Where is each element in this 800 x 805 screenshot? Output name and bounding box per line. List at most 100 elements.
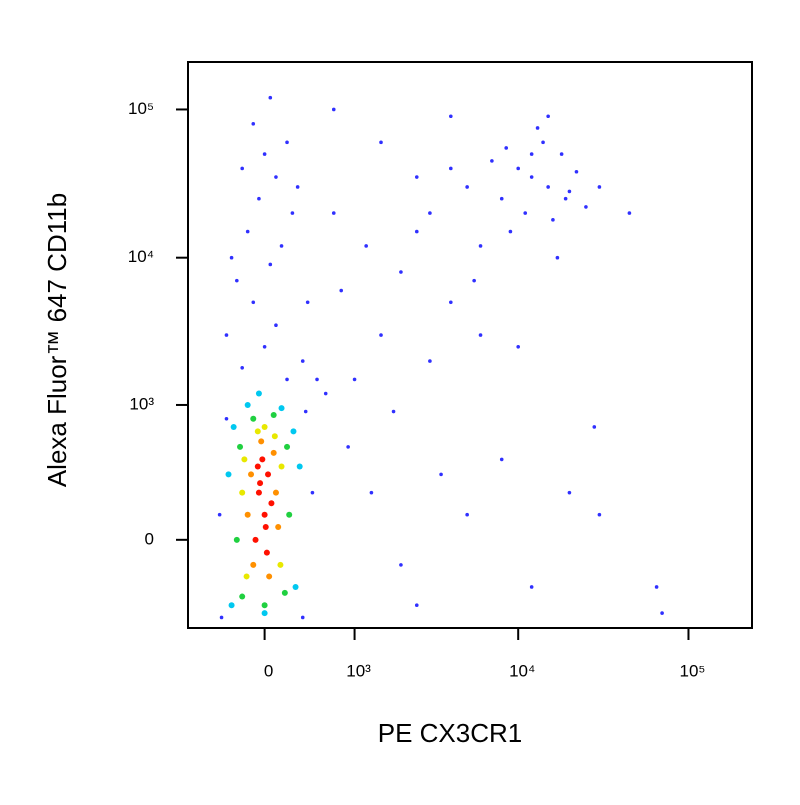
cell-event <box>261 610 268 617</box>
cell-event <box>563 196 568 201</box>
cell-event <box>248 471 255 478</box>
cell-event <box>574 169 579 174</box>
cell-event <box>286 511 293 518</box>
cell-event <box>254 428 261 435</box>
cell-event <box>224 416 229 421</box>
cell-event <box>584 205 588 209</box>
cell-event <box>331 107 336 112</box>
cell-event <box>346 445 350 449</box>
cell-event <box>239 593 246 600</box>
cell-event <box>266 573 273 580</box>
cell-event <box>250 415 257 422</box>
cell-event <box>277 561 284 568</box>
cell-event <box>660 611 664 615</box>
cell-event <box>261 511 268 518</box>
cell-event <box>391 409 396 414</box>
cell-event <box>559 152 564 156</box>
plot-frame <box>187 61 753 629</box>
cell-event <box>546 185 550 189</box>
cell-event <box>529 585 534 589</box>
cell-event <box>285 140 289 145</box>
cell-event <box>281 589 288 596</box>
cell-event <box>399 270 403 274</box>
cell-event <box>472 278 476 283</box>
cell-event <box>310 490 315 495</box>
cell-event <box>228 602 235 609</box>
cell-event <box>257 196 261 201</box>
cell-event <box>268 95 273 100</box>
cell-event <box>230 423 237 430</box>
cell-event <box>399 563 403 567</box>
cell-event <box>290 428 297 435</box>
x-tick-label: 10⁴ <box>509 661 535 680</box>
cell-event <box>546 114 550 119</box>
cell-event <box>414 175 419 179</box>
cell-event <box>275 524 282 531</box>
cell-event <box>654 585 659 589</box>
cell-event <box>268 262 273 267</box>
cell-event <box>504 146 509 150</box>
cell-event <box>244 401 251 408</box>
cell-event <box>449 300 453 305</box>
cell-event <box>379 333 383 337</box>
cell-event <box>300 359 305 363</box>
cell-event <box>272 489 279 496</box>
cell-event <box>499 457 504 462</box>
cell-event <box>250 561 257 568</box>
cell-event <box>244 511 251 518</box>
cell-event <box>352 377 357 382</box>
cell-event <box>364 244 368 248</box>
cell-event <box>268 500 275 507</box>
cell-event <box>508 229 513 234</box>
cell-event <box>541 140 545 145</box>
cell-event <box>270 449 277 456</box>
cell-event <box>529 152 534 156</box>
cell-event <box>290 211 295 215</box>
cell-event <box>243 573 250 580</box>
cell-event <box>274 175 278 179</box>
y-tick-label: 0 <box>145 529 154 548</box>
cell-event <box>597 512 602 517</box>
cell-event <box>465 512 469 517</box>
cell-event <box>271 433 278 440</box>
cell-event <box>235 278 239 283</box>
cell-event <box>261 423 268 430</box>
cell-event <box>262 344 267 349</box>
cell-event <box>224 333 229 337</box>
cell-event <box>261 602 268 609</box>
cell-event <box>229 255 234 260</box>
y-tick-label: 10⁴ <box>128 247 154 266</box>
cell-event <box>252 536 259 543</box>
y-axis-label: Alexa Fluor™ 647 CD11b <box>42 193 72 487</box>
cell-event <box>255 489 262 496</box>
cell-event <box>490 159 494 163</box>
cell-event <box>258 438 265 445</box>
cell-event <box>255 390 262 397</box>
cell-event <box>597 185 602 189</box>
cell-event <box>295 185 300 189</box>
cell-event <box>259 456 266 463</box>
cell-event <box>217 512 222 517</box>
cell-event <box>592 425 597 429</box>
cell-event <box>567 490 572 495</box>
cell-event <box>262 524 269 531</box>
cell-event <box>478 333 483 337</box>
cell-event <box>278 463 285 470</box>
cell-event <box>305 300 310 305</box>
x-axis-label: PE CX3CR1 <box>378 718 523 748</box>
cell-event <box>257 480 264 487</box>
cell-event <box>262 152 267 156</box>
cell-event <box>535 126 540 130</box>
cell-event <box>285 377 289 382</box>
cell-event <box>219 615 224 620</box>
cell-event <box>251 122 256 126</box>
cell-event <box>339 288 344 293</box>
cell-event <box>240 166 244 171</box>
cell-event <box>428 359 432 363</box>
cell-event <box>529 175 534 179</box>
cell-event <box>254 463 261 470</box>
cell-event <box>263 549 270 556</box>
cell-event <box>465 185 469 189</box>
